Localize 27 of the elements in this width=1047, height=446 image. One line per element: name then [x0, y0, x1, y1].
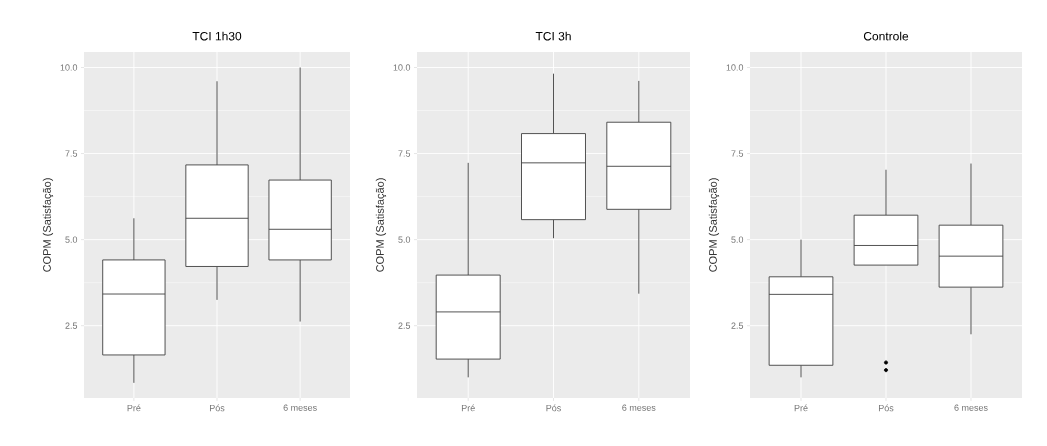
- x-tick-label: 6 meses: [283, 404, 317, 411]
- y-tick-label: 2.5: [398, 322, 411, 329]
- y-tick-label: 10.0: [393, 64, 411, 71]
- y-tick-label: 2.5: [731, 322, 744, 329]
- x-tick-label: Pré: [794, 404, 808, 412]
- y-tick-label: 10.0: [60, 64, 78, 71]
- y-tick-label: 5.0: [731, 236, 744, 243]
- x-tick-label: 6 meses: [954, 404, 988, 411]
- y-tick-label: 7.5: [398, 150, 411, 157]
- y-tick-label: 2.5: [65, 322, 78, 329]
- y-tick-label: 5.0: [65, 236, 78, 243]
- chart-title: TCI 1h30: [192, 31, 242, 41]
- chart-title: Controle: [863, 31, 909, 41]
- y-tick-label: 10.0: [726, 64, 744, 71]
- y-axis-title: COPM (Satisfação): [708, 178, 720, 272]
- y-tick-label: 5.0: [398, 236, 411, 243]
- x-tick-label: Pós: [546, 404, 561, 412]
- y-axis-title: COPM (Satisfação): [375, 178, 387, 272]
- y-axis-title: COPM (Satisfação): [42, 178, 54, 272]
- y-tick-label: 7.5: [65, 150, 78, 157]
- x-tick-label: Pós: [209, 404, 225, 412]
- chart-title: TCI 3h: [535, 31, 571, 41]
- x-tick-label: 6 meses: [622, 404, 656, 411]
- x-tick-label: Pré: [127, 404, 141, 412]
- x-tick-label: Pós: [878, 404, 894, 412]
- x-tick-label: Pré: [461, 404, 475, 412]
- y-tick-label: 7.5: [731, 150, 744, 157]
